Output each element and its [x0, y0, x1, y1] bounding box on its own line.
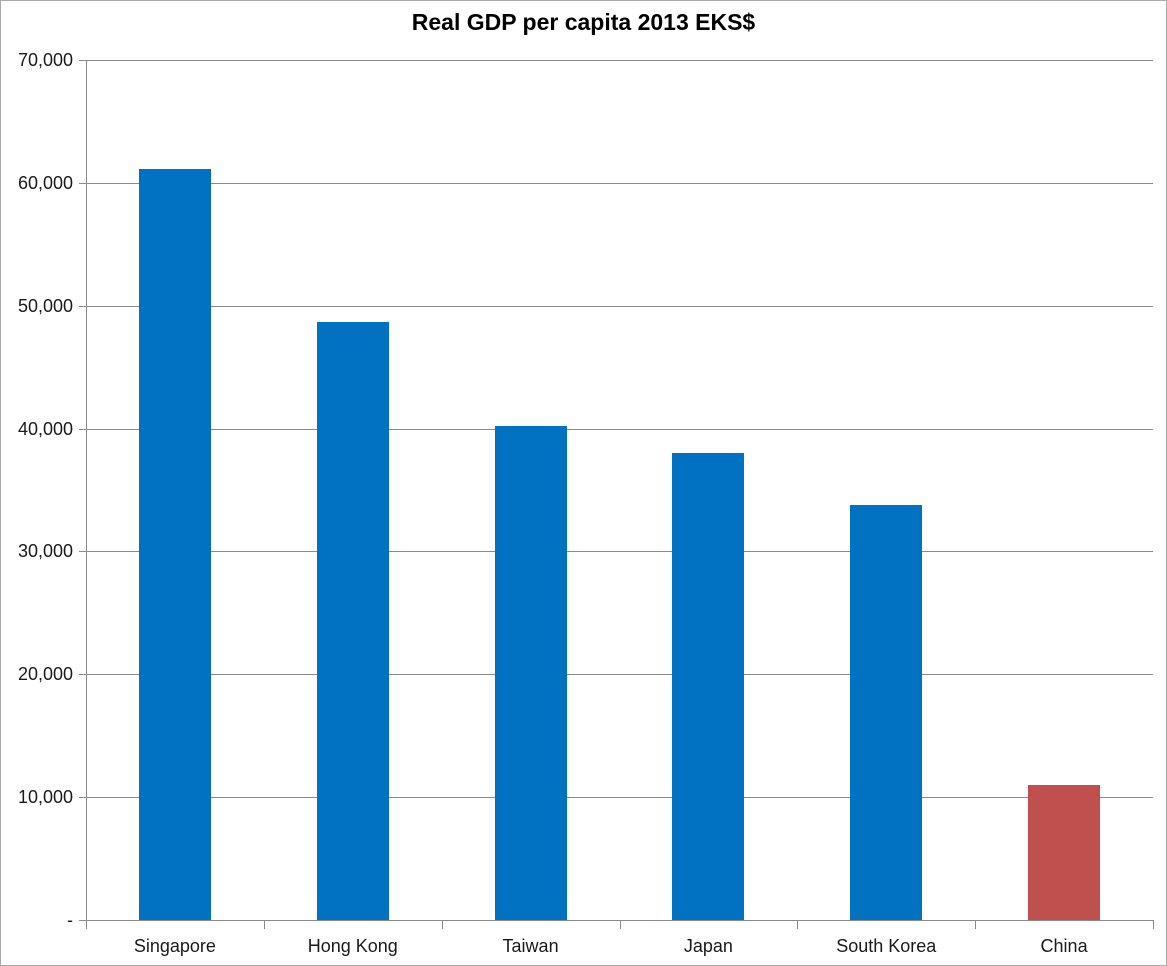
- x-axis-tick: [975, 920, 977, 929]
- x-axis-tick: [1153, 920, 1154, 929]
- category-label-japan: Japan: [683, 936, 733, 956]
- bar-japan: [672, 453, 745, 920]
- x-axis-tick: [263, 920, 265, 929]
- category-label-south-korea: South Korea: [836, 936, 937, 956]
- y-axis-tick-label: 10,000: [17, 787, 73, 808]
- y-axis-tick-label: 60,000: [17, 172, 73, 193]
- gridline: [79, 551, 1153, 553]
- gridline: [79, 797, 1153, 799]
- y-axis-tick-label: 70,000: [17, 50, 73, 70]
- y-axis: [86, 60, 87, 929]
- category-label-hong-kong: Hong Kong: [307, 936, 398, 956]
- gridline: [79, 428, 1153, 430]
- bar-hong-kong: [316, 321, 389, 920]
- x-axis-tick: [441, 920, 443, 929]
- chart-title: Real GDP per capita 2013 EKS$: [411, 9, 756, 35]
- y-axis-tick-label: -: [67, 910, 73, 930]
- gridline: [79, 305, 1153, 307]
- category-label-china: China: [1040, 936, 1088, 956]
- x-axis-tick: [619, 920, 621, 929]
- gridline: [79, 182, 1153, 184]
- x-axis-tick: [797, 920, 799, 929]
- gridline: [79, 674, 1153, 676]
- bar-south-korea: [850, 504, 923, 920]
- category-label-singapore: Singapore: [133, 936, 216, 956]
- category-label-taiwan: Taiwan: [502, 936, 559, 956]
- bar-taiwan: [494, 426, 567, 920]
- y-axis-tick-label: 20,000: [17, 664, 73, 685]
- gridline: [79, 60, 1153, 61]
- x-axis: [79, 920, 1153, 921]
- x-axis-tick: [86, 920, 87, 929]
- bar-china: [1028, 784, 1101, 920]
- y-axis-tick-label: 50,000: [17, 295, 73, 316]
- y-axis-tick-label: 30,000: [17, 541, 73, 562]
- bar-singapore: [138, 169, 211, 920]
- y-axis-tick-label: 40,000: [17, 418, 73, 439]
